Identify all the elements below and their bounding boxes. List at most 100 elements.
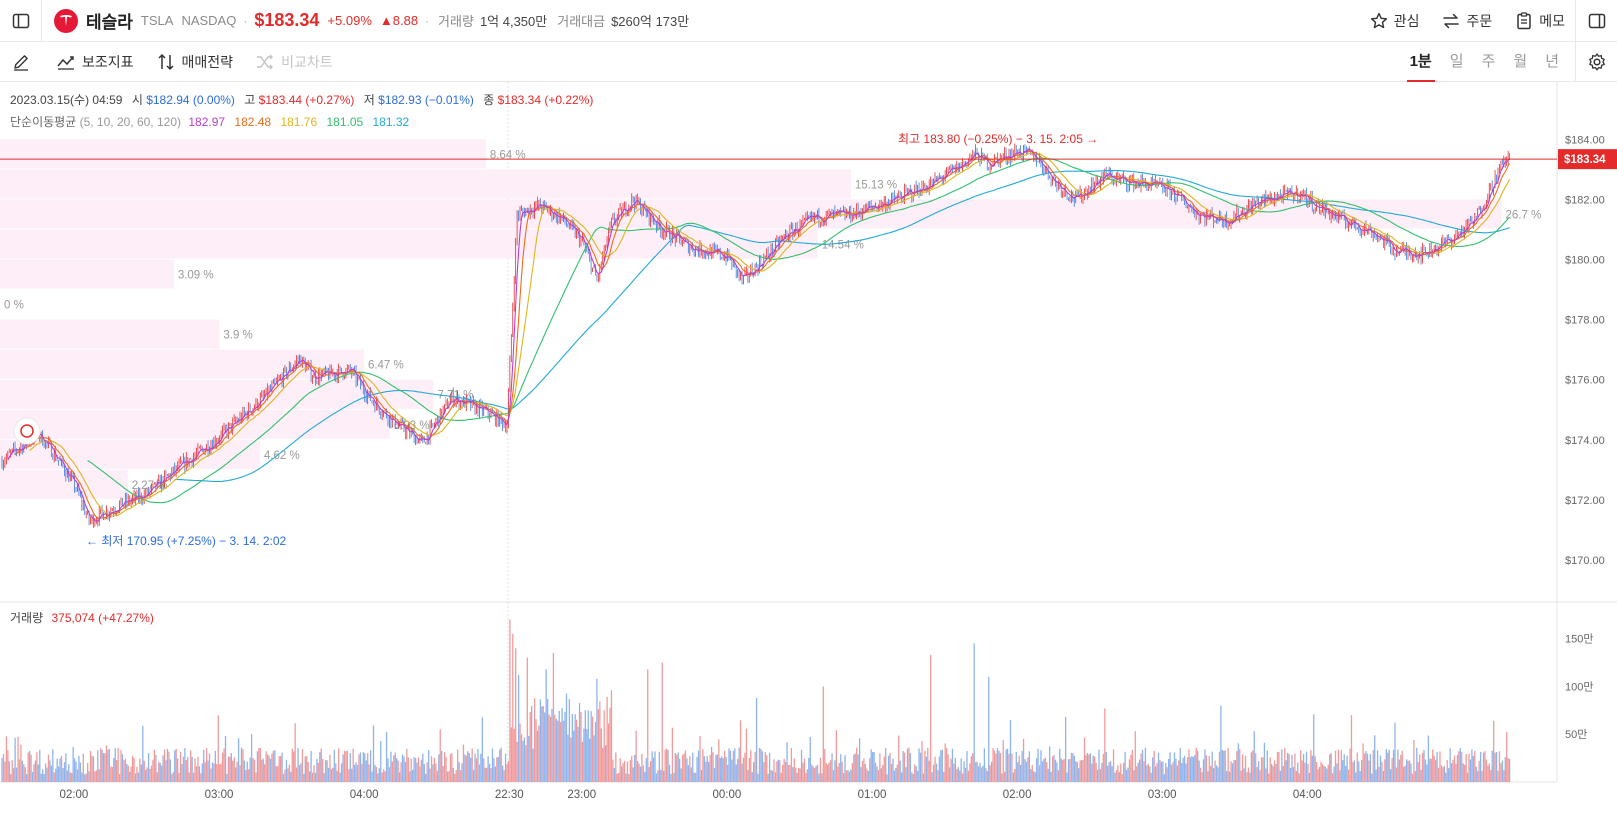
chart-settings-button[interactable] xyxy=(1575,42,1617,82)
period-day-tab[interactable]: 일 xyxy=(1450,42,1464,82)
volume-bar xyxy=(654,751,655,782)
volume-bar xyxy=(1265,768,1266,782)
volume-bar xyxy=(415,758,416,782)
draw-tool-button[interactable] xyxy=(0,42,42,82)
compare-chart-button[interactable]: 비교차트 xyxy=(255,52,333,72)
watchlist-button[interactable]: 관심 xyxy=(1369,11,1420,31)
volume-bar xyxy=(1476,767,1477,782)
volume-bar xyxy=(1373,750,1374,782)
right-panel-toggle-button[interactable] xyxy=(1575,0,1617,42)
volume-bar xyxy=(126,764,127,782)
volume-bar xyxy=(680,768,681,782)
indicators-button[interactable]: 보조지표 xyxy=(56,52,134,72)
period-1min-tab[interactable]: 1분 xyxy=(1410,42,1432,82)
volume-bar xyxy=(190,750,191,782)
volume-bar xyxy=(418,757,419,782)
volume-bar xyxy=(1101,763,1102,782)
volume-bar xyxy=(170,759,171,782)
volume-bar xyxy=(1027,757,1028,782)
period-year-tab[interactable]: 년 xyxy=(1545,42,1559,82)
volume-bar xyxy=(618,773,619,782)
volume-bar xyxy=(1010,720,1011,782)
ma10-value: 182.48 xyxy=(234,115,271,129)
period-week-tab[interactable]: 주 xyxy=(1482,42,1496,82)
volume-bar xyxy=(598,709,599,782)
high-annotation: 최고 183.80 (−0.25%) − 3. 15. 2:05 → xyxy=(898,132,1098,146)
volume-bar xyxy=(225,736,226,782)
volume-bar xyxy=(1123,763,1124,782)
volume-bar xyxy=(162,755,163,782)
volume-bar xyxy=(41,774,42,782)
volume-bar xyxy=(431,756,432,782)
volume-bar xyxy=(868,771,869,782)
volume-bar xyxy=(187,757,188,782)
volume-bar xyxy=(1098,750,1099,782)
volume-bar xyxy=(393,755,394,782)
volume-bar xyxy=(561,708,562,782)
volume-bar xyxy=(200,773,201,782)
volume-bar xyxy=(876,766,877,782)
volume-bar xyxy=(32,772,33,782)
trading-strategy-button[interactable]: 매매전략 xyxy=(156,52,234,72)
volume-bar xyxy=(413,757,414,782)
volume-bar xyxy=(203,750,204,782)
volume-bar xyxy=(325,760,326,782)
volume-bar xyxy=(1377,750,1378,782)
volume-bar xyxy=(120,750,121,782)
volume-bar xyxy=(1040,750,1041,782)
volume-bar xyxy=(373,725,374,782)
memo-button[interactable]: 메모 xyxy=(1514,11,1565,31)
volume-bar xyxy=(458,762,459,782)
volume-bar xyxy=(546,669,547,782)
y-axis-tick-label: $170.00 xyxy=(1565,555,1605,567)
volume-bar xyxy=(221,763,222,782)
volume-bar xyxy=(998,751,999,782)
volume-bar xyxy=(236,762,237,782)
volume-bar xyxy=(754,752,755,782)
order-button[interactable]: 주문 xyxy=(1441,11,1492,31)
volume-bar xyxy=(1380,755,1381,782)
volume-bar xyxy=(250,758,251,782)
volume-bar xyxy=(463,745,464,782)
volume-bar xyxy=(1389,750,1390,782)
sidebar-toggle-button[interactable] xyxy=(0,0,42,42)
period-month-tab[interactable]: 월 xyxy=(1513,42,1527,82)
price-chart[interactable]: 8.64 % 15.13 % 26.7 % 14.54 % 3.09 % 0 % 3.9 %… xyxy=(0,82,1617,835)
volume-bar xyxy=(1049,747,1050,782)
volume-bar xyxy=(151,766,152,782)
volume-bar xyxy=(646,758,647,782)
volume-bar xyxy=(1360,771,1361,782)
volume-bar xyxy=(1033,771,1034,782)
open-label: 시 xyxy=(132,93,143,107)
volume-bar xyxy=(572,714,573,782)
volume-bar xyxy=(1406,759,1407,782)
volume-bar xyxy=(1122,774,1123,782)
volume-bar xyxy=(897,765,898,782)
volume-bar xyxy=(270,759,271,782)
volume-bar xyxy=(194,759,195,782)
volume-bar xyxy=(316,759,317,782)
volume-bar xyxy=(357,765,358,782)
volume-bar xyxy=(1275,764,1276,782)
volume-bar xyxy=(215,751,216,782)
volume-bar xyxy=(324,773,325,782)
volume-bar xyxy=(637,761,638,782)
volume-bar xyxy=(781,773,782,782)
volume-bar xyxy=(411,759,412,782)
volume-bar xyxy=(826,763,827,782)
volume-bar xyxy=(1457,755,1458,782)
volume-bar xyxy=(543,706,544,782)
volume-bar xyxy=(62,768,63,782)
volume-bar xyxy=(226,774,227,782)
volume-bar xyxy=(625,773,626,782)
volume-bar xyxy=(976,762,977,782)
volume-bar xyxy=(801,750,802,782)
volume-bar xyxy=(245,770,246,782)
volume-bar xyxy=(945,743,946,782)
volume-bar xyxy=(1283,766,1284,782)
volume-bar xyxy=(855,754,856,782)
volume-bar xyxy=(624,761,625,782)
volume-bar xyxy=(1185,764,1186,782)
volume-bar xyxy=(1021,751,1022,782)
volume-bar xyxy=(602,748,603,782)
